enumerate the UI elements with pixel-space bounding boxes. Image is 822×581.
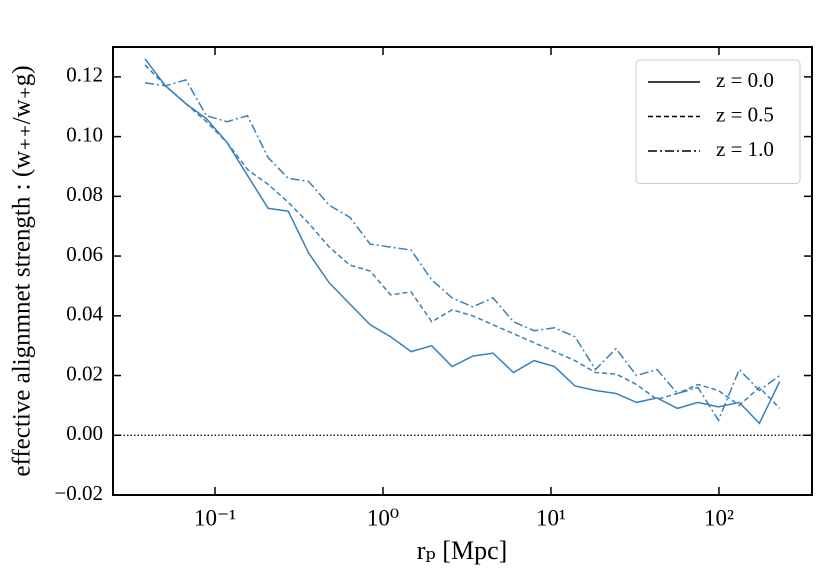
y-tick-label: 0.06 [66, 242, 103, 266]
plot-frame [112, 46, 813, 496]
y-axis-label: effective alignmnet strength : (w₊₊/w₊g) [9, 65, 36, 476]
x-tick-label: 10¹ [536, 505, 566, 530]
legend-label: z = 0.5 [716, 102, 774, 126]
y-tick-label: 0.02 [66, 361, 103, 385]
series-line [144, 78, 781, 422]
series-line [144, 58, 781, 425]
x-tick-label: 10⁻¹ [194, 505, 236, 530]
y-tick-label: 0.08 [66, 182, 103, 206]
x-tick-label: 10⁰ [367, 505, 399, 530]
legend-label: z = 0.0 [716, 68, 774, 92]
legend-label: z = 1.0 [716, 137, 774, 161]
y-tick-label: 0.04 [66, 302, 103, 326]
legend-box [635, 59, 801, 184]
y-tick-label: 0.00 [66, 421, 103, 445]
series-line [144, 64, 781, 409]
y-tick-label: 0.12 [66, 63, 103, 87]
x-tick-label: 10² [704, 505, 734, 530]
y-tick-label: 0.10 [66, 122, 103, 146]
x-axis-label: rₚ [Mpc] [417, 536, 508, 565]
y-tick-label: −0.02 [54, 481, 103, 505]
